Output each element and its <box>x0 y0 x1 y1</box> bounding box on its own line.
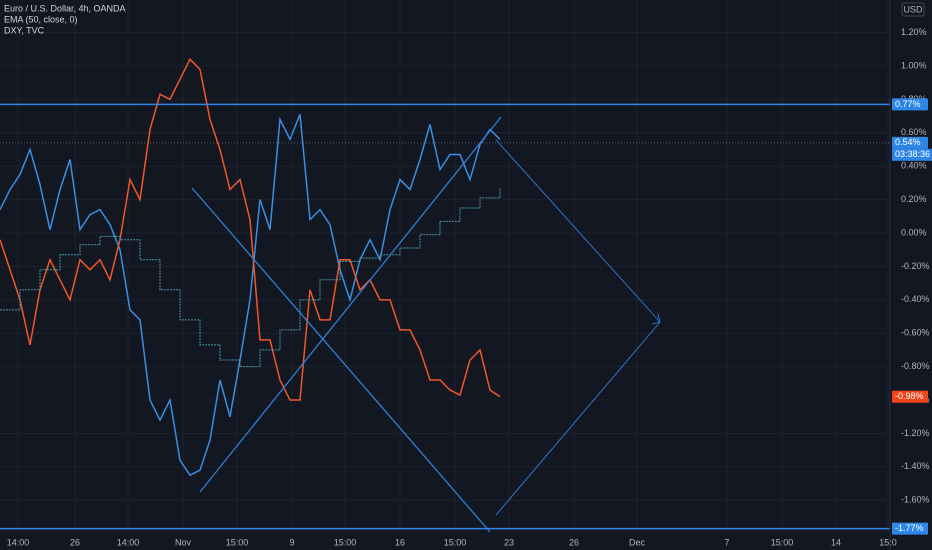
y-tick-label: -1.60% <box>901 495 930 505</box>
x-tick-label: 14:00 <box>117 537 140 547</box>
x-tick-label: Dec <box>629 537 646 547</box>
price-label-box <box>892 522 928 535</box>
grid <box>0 0 890 532</box>
time-axis-bg <box>0 534 890 550</box>
drawings <box>191 116 661 533</box>
y-tick-label: -0.60% <box>901 328 930 338</box>
countdown: 03:38:36 <box>895 149 930 159</box>
x-tick-label: 14 <box>831 537 841 547</box>
x-tick-label: 23 <box>504 537 514 547</box>
projection-line <box>495 139 661 323</box>
y-tick-label: -1.40% <box>901 461 930 471</box>
price-label: -0.98% <box>895 391 924 401</box>
projection-line <box>495 321 661 516</box>
arrow-head <box>651 313 661 325</box>
y-tick-label: -1.20% <box>901 428 930 438</box>
currency-box <box>901 2 925 17</box>
price-label-box <box>892 98 928 111</box>
x-tick-label: 9 <box>289 537 294 547</box>
x-tick-label: 26 <box>569 537 579 547</box>
price-label: 0.77% <box>895 99 921 109</box>
header-compare: DXY, TVC <box>4 25 45 35</box>
x-tick-label: 26 <box>70 537 80 547</box>
y-tick-label: 0.40% <box>901 161 927 171</box>
x-tick-label: 14:00 <box>7 537 30 547</box>
x-tick-label: Nov <box>175 537 192 547</box>
x-tick-label: 15:00 <box>226 537 249 547</box>
y-tick-label: 0.00% <box>901 227 927 237</box>
y-tick-label: -0.80% <box>901 361 930 371</box>
price-label: -1.77% <box>895 523 924 533</box>
series-line <box>0 114 501 477</box>
x-tick-label: 15:00 <box>771 537 794 547</box>
y-tick-label: 1.20% <box>901 27 927 37</box>
trend-line <box>199 116 502 493</box>
price-label-box <box>892 390 928 403</box>
series-line <box>0 187 501 368</box>
x-tick-label: 7 <box>724 537 729 547</box>
y-tick-label: 1.00% <box>901 60 927 70</box>
price-axis-bg <box>890 0 932 550</box>
countdown-box <box>892 148 932 161</box>
trend-line <box>191 187 491 533</box>
x-tick-label: 15:0 <box>879 537 897 547</box>
x-tick-label: 15:00 <box>334 537 357 547</box>
currency: USD <box>903 4 923 14</box>
y-tick-label: 0.60% <box>901 127 927 137</box>
x-tick-label: 16 <box>395 537 405 547</box>
series-line <box>0 58 501 401</box>
price-label: 0.54% <box>895 137 921 147</box>
header-symbol: Euro / U.S. Dollar, 4h, OANDA <box>4 3 126 13</box>
y-tick-label: 0.20% <box>901 194 927 204</box>
y-tick-label: -0.20% <box>901 261 930 271</box>
y-tick-label: -0.40% <box>901 294 930 304</box>
header-indicator: EMA (50, close, 0) <box>4 14 78 24</box>
price-label-box <box>892 136 928 149</box>
plot <box>0 58 890 530</box>
x-tick-label: 15:00 <box>444 537 467 547</box>
